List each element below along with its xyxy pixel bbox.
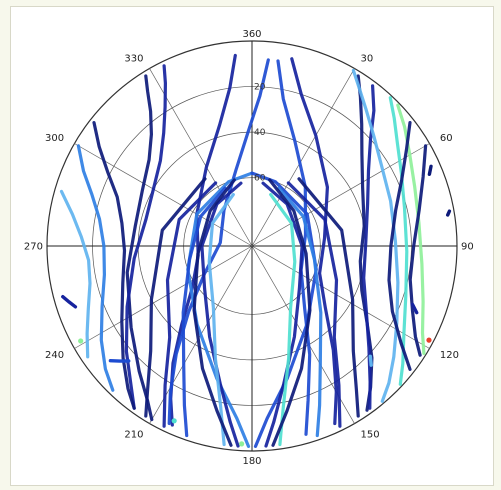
track-marker-4 — [171, 418, 177, 424]
satellite-track-7 — [167, 58, 270, 426]
azimuth-label-30: 30 — [361, 54, 374, 65]
axis-labels: 360 30 60 90 120 150 180 210 240 270 300 330 20 40 60 — [24, 29, 474, 467]
satellite-track-22 — [269, 193, 297, 447]
spoke-120 — [251, 245, 430, 349]
track-fragment-6 — [368, 354, 373, 367]
azimuth-label-90: 90 — [461, 242, 474, 253]
azimuth-label-150: 150 — [361, 429, 380, 440]
track-fragment-5 — [410, 302, 419, 315]
track-marker-3 — [239, 441, 245, 447]
satellite-track-23 — [181, 186, 227, 438]
satellite-track-12 — [396, 103, 426, 355]
satellite-track-17 — [186, 171, 254, 448]
azimuth-label-60: 60 — [440, 133, 453, 144]
satellite-track-13 — [408, 144, 428, 357]
azimuth-label-300: 300 — [45, 133, 64, 144]
chart-figure: 360 30 60 90 120 150 180 210 240 270 300 330 20 40 60 — [10, 6, 494, 486]
satellite-track-19 — [200, 181, 243, 448]
track-fragment-3 — [427, 164, 433, 176]
satellite-track-5 — [59, 189, 92, 359]
satellite-track-26 — [268, 178, 312, 447]
azimuth-label-240: 240 — [45, 350, 64, 361]
azimuth-label-270: 270 — [24, 242, 43, 253]
azimuth-label-210: 210 — [124, 429, 143, 440]
azimuth-label-330: 330 — [124, 54, 143, 65]
satellite-track-24 — [277, 186, 323, 438]
satellite-track-2 — [124, 64, 167, 410]
satellite-track-28 — [286, 181, 342, 428]
track-marker-1 — [426, 337, 432, 343]
satellite-track-3 — [92, 121, 136, 410]
satellite-track-30 — [297, 177, 360, 418]
satellite-track-25 — [192, 178, 236, 447]
spoke-240 — [74, 245, 253, 349]
elevation-label-60: 60 — [254, 174, 266, 184]
satellite-track-4 — [76, 144, 115, 392]
azimuth-label-180: 180 — [242, 456, 261, 467]
polar-sky-plot: 360 30 60 90 120 150 180 210 240 270 300 330 20 40 60 — [24, 29, 474, 467]
track-fragment-4 — [446, 209, 452, 217]
satellite-track-21 — [207, 193, 235, 447]
elevation-label-40: 40 — [254, 128, 266, 138]
spoke-30 — [251, 68, 355, 247]
azimuth-label-360: 360 — [242, 29, 261, 40]
satellite-track-20 — [261, 181, 304, 448]
satellite-track-15 — [290, 57, 338, 426]
track-marker-2 — [78, 338, 84, 344]
satellite-track-29 — [144, 177, 207, 418]
track-fragment-1 — [61, 295, 78, 309]
azimuth-label-120: 120 — [440, 350, 459, 361]
elevation-label-20: 20 — [254, 83, 266, 93]
satellite-track-18 — [250, 171, 318, 448]
satellite-track-14 — [387, 121, 412, 371]
plot-area — [59, 53, 452, 448]
satellite-track-1 — [125, 74, 154, 422]
satellite-track-27 — [162, 181, 218, 428]
